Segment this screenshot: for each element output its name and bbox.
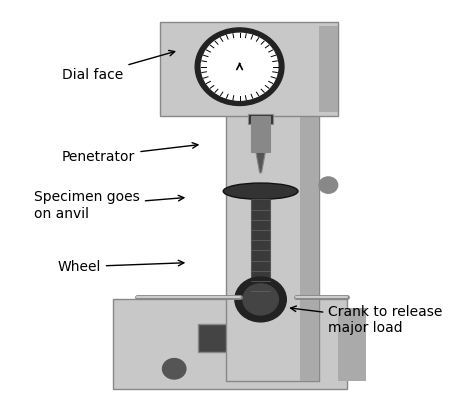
Polygon shape: [256, 152, 265, 173]
FancyBboxPatch shape: [198, 324, 282, 353]
Circle shape: [195, 28, 284, 106]
FancyBboxPatch shape: [337, 307, 365, 381]
Circle shape: [163, 358, 186, 379]
Ellipse shape: [223, 183, 298, 199]
Text: Crank to release
major load: Crank to release major load: [291, 305, 443, 335]
FancyBboxPatch shape: [301, 87, 319, 381]
Text: Wheel: Wheel: [57, 260, 184, 274]
FancyBboxPatch shape: [248, 114, 273, 124]
FancyBboxPatch shape: [113, 299, 347, 389]
FancyBboxPatch shape: [226, 87, 319, 381]
FancyBboxPatch shape: [160, 22, 337, 115]
FancyBboxPatch shape: [251, 115, 270, 152]
FancyBboxPatch shape: [319, 26, 337, 112]
Circle shape: [243, 284, 278, 315]
FancyBboxPatch shape: [251, 189, 270, 296]
Circle shape: [235, 277, 286, 322]
Text: Dial face: Dial face: [62, 51, 175, 82]
Text: Penetrator: Penetrator: [62, 143, 198, 164]
Circle shape: [319, 177, 337, 193]
Circle shape: [201, 33, 278, 100]
Text: Specimen goes
on anvil: Specimen goes on anvil: [34, 190, 184, 221]
